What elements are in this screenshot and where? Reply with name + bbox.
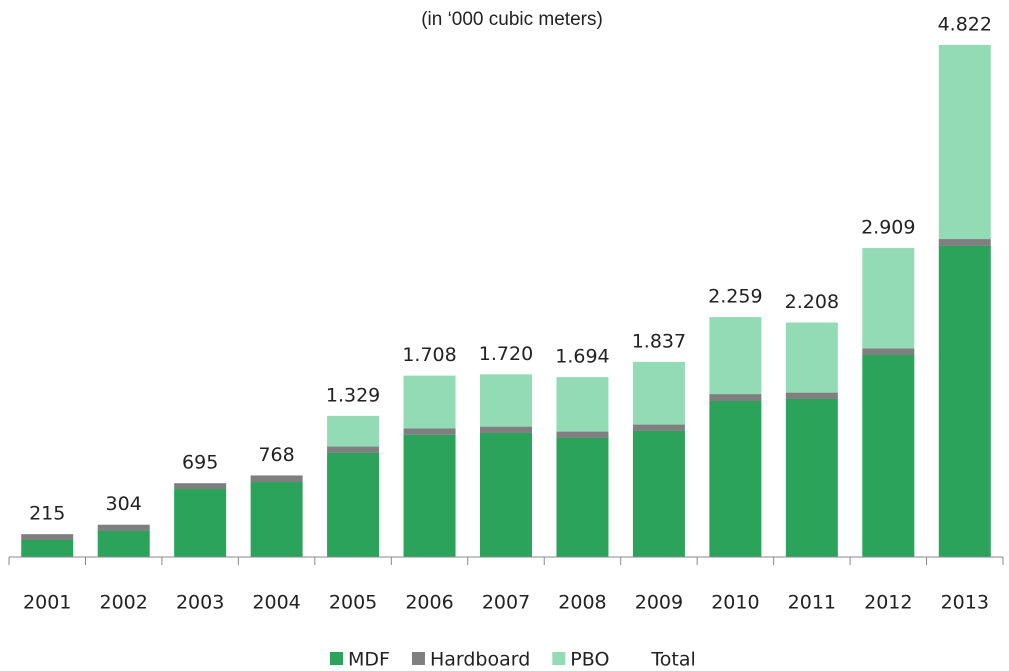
total-label: 215 xyxy=(29,503,65,525)
legend-label: MDF xyxy=(348,649,390,671)
bar-segment xyxy=(327,415,380,447)
x-tick-label: 2002 xyxy=(100,592,148,614)
bar-segment xyxy=(250,475,303,483)
x-tick-label: 2003 xyxy=(176,592,224,614)
bar-segment xyxy=(403,434,456,557)
legend-label: Total xyxy=(650,649,695,671)
legend-label: PBO xyxy=(570,649,609,671)
total-label: 1.329 xyxy=(326,384,380,406)
bar-segment xyxy=(480,432,532,557)
x-tick-label: 2007 xyxy=(482,592,530,614)
bar-segment xyxy=(174,489,227,557)
total-label: 2.259 xyxy=(708,286,762,308)
bar-segment xyxy=(785,322,838,393)
x-tick-label: 2010 xyxy=(711,592,759,614)
bar-segment xyxy=(785,392,838,399)
total-label: 304 xyxy=(106,493,142,515)
total-label: 768 xyxy=(258,444,294,466)
bar-segment xyxy=(97,530,150,557)
x-tick-label: 2004 xyxy=(252,592,300,614)
total-label: 1.708 xyxy=(402,344,456,366)
bar-segment xyxy=(709,317,762,395)
bar-segment xyxy=(403,428,456,435)
bar-segment xyxy=(97,524,150,531)
bar-segment xyxy=(556,437,609,557)
x-tick-label: 2006 xyxy=(405,592,453,614)
x-tick-label: 2011 xyxy=(788,592,836,614)
x-tick-label: 2008 xyxy=(558,592,606,614)
bar-segment xyxy=(556,377,609,432)
x-tick-label: 2005 xyxy=(329,592,377,614)
legend-swatch xyxy=(330,652,343,665)
legend-label: Hardboard xyxy=(430,649,530,671)
bar-segment xyxy=(632,430,685,557)
bar-segment xyxy=(632,424,685,431)
bar-segment xyxy=(938,245,991,558)
x-tick-label: 2001 xyxy=(23,592,71,614)
x-tick-label: 2013 xyxy=(941,592,989,614)
bar-segment xyxy=(862,355,915,557)
chart-title: (in ‘000 cubic meters) xyxy=(421,9,603,30)
bar-segment xyxy=(938,239,991,246)
bar-segment xyxy=(632,361,685,425)
bar-segment xyxy=(556,431,609,438)
bar-segment xyxy=(327,452,380,557)
bar-segment xyxy=(480,374,532,427)
x-tick-label: 2012 xyxy=(864,592,912,614)
x-tick-label: 2009 xyxy=(635,592,683,614)
bar-segment xyxy=(480,426,532,433)
total-label: 4.822 xyxy=(938,13,992,35)
bar-segment xyxy=(403,375,456,429)
bar-segment xyxy=(709,394,762,401)
total-label: 2.208 xyxy=(785,291,839,313)
bar-segment xyxy=(862,248,915,349)
total-label: 2.909 xyxy=(861,217,915,239)
bar-segment xyxy=(327,446,380,453)
bar-segment xyxy=(21,534,74,541)
bar-segment xyxy=(21,540,74,557)
bar-segment xyxy=(250,482,303,557)
bar-segment xyxy=(785,398,838,557)
total-label: 1.720 xyxy=(479,343,533,365)
legend-swatch xyxy=(552,652,566,665)
bar-segment xyxy=(709,400,762,557)
total-label: 695 xyxy=(182,452,218,474)
total-label: 1.694 xyxy=(555,346,609,368)
bar-segment xyxy=(938,44,991,240)
bar-segment xyxy=(174,483,227,490)
total-label: 1.837 xyxy=(632,330,686,352)
bar-segment xyxy=(862,348,915,356)
legend-swatch xyxy=(411,652,425,665)
